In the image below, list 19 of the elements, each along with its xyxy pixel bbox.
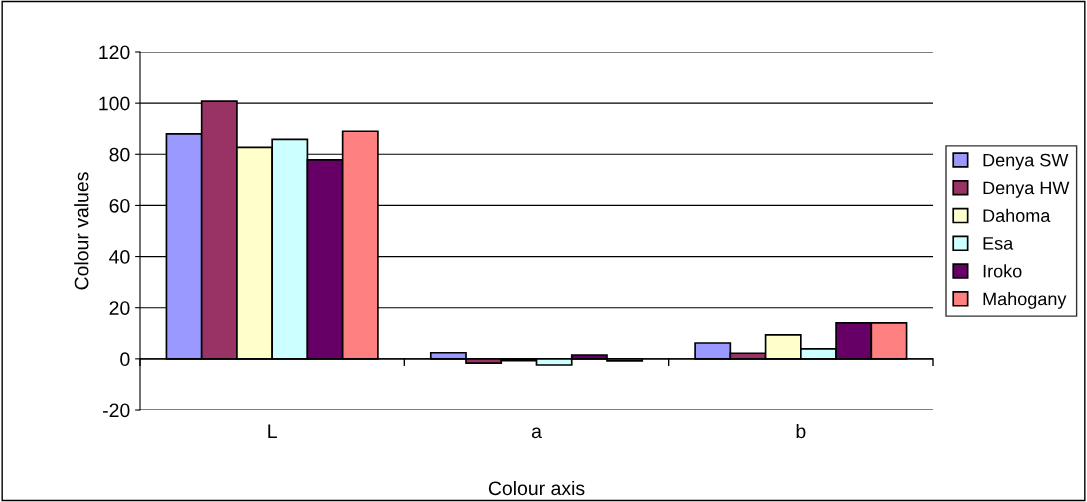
x-axis-title: Colour axis bbox=[488, 480, 585, 496]
y-tick-label: 100 bbox=[99, 96, 130, 111]
x-tick-label: b bbox=[796, 423, 806, 439]
x-tick-label: L bbox=[268, 424, 277, 438]
y-axis-title: Colour values bbox=[74, 172, 89, 290]
y-tick-label: 20 bbox=[109, 301, 130, 315]
legend-label: Denya HW bbox=[983, 181, 1070, 198]
legend-label: Denya SW bbox=[983, 153, 1069, 171]
y-tick-label: 0 bbox=[120, 352, 130, 367]
x-tick-label: a bbox=[531, 427, 542, 439]
y-tick-label: 60 bbox=[109, 198, 130, 213]
legend-label: Iroko bbox=[983, 264, 1022, 278]
y-tick-label: 120 bbox=[99, 45, 130, 60]
y-tick-label: -20 bbox=[103, 403, 130, 418]
y-tick-label: 80 bbox=[109, 147, 130, 162]
legend-label: Esa bbox=[983, 237, 1014, 250]
legend-label: Dahoma bbox=[983, 208, 1051, 223]
legend-label: Mahogany bbox=[983, 292, 1067, 309]
y-tick-label: 40 bbox=[109, 250, 130, 264]
